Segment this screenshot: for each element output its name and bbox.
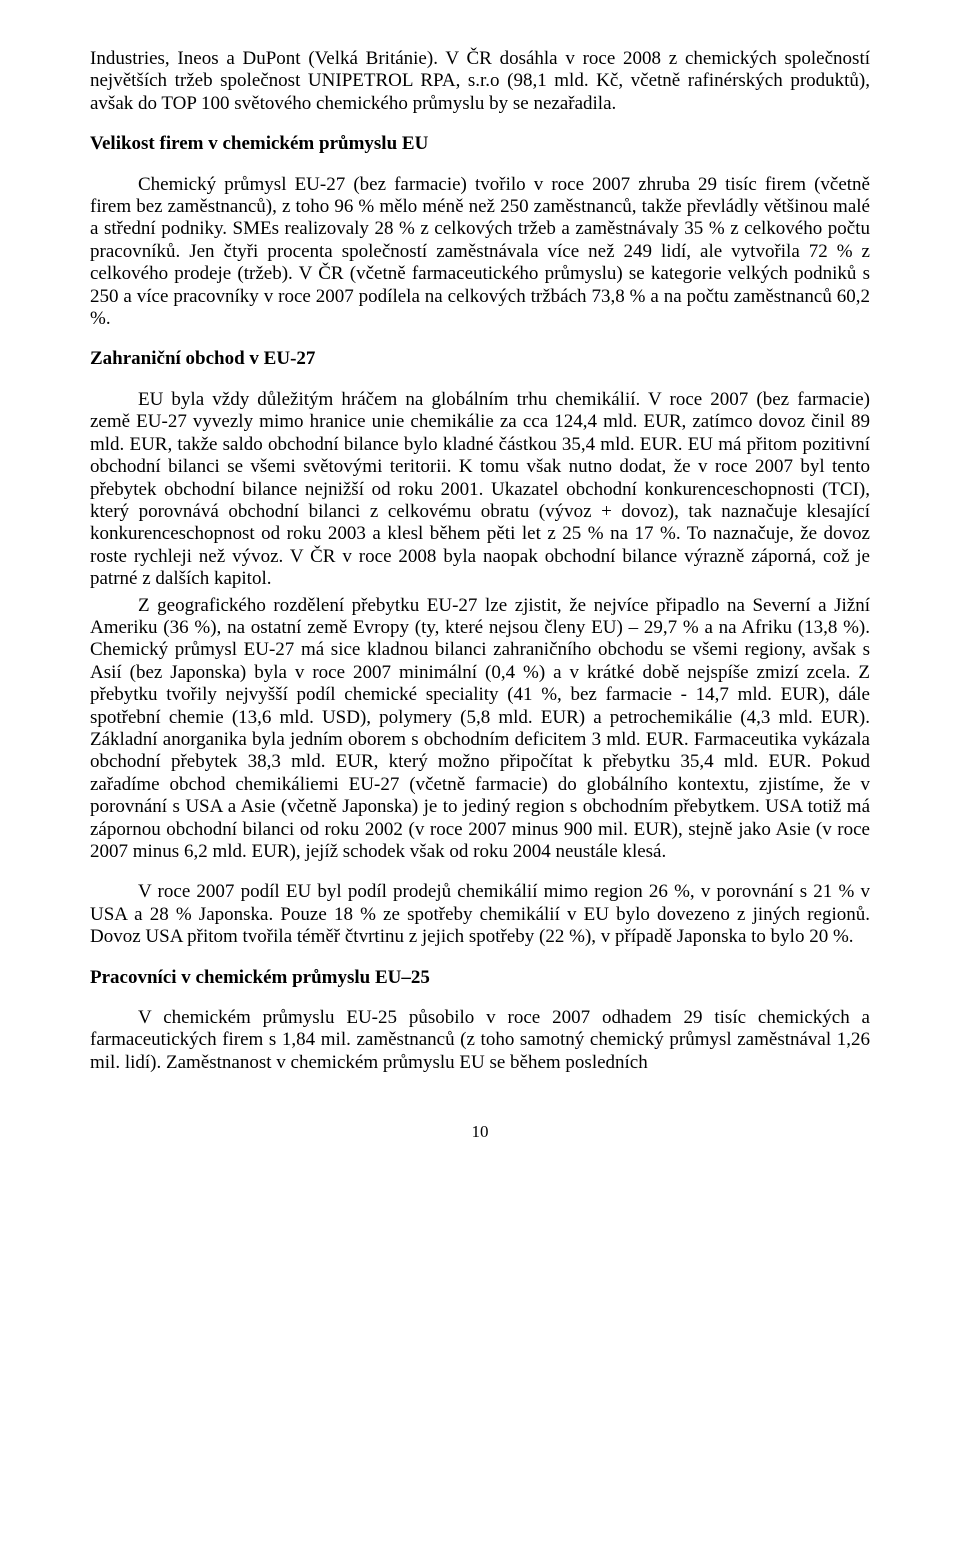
heading-firm-size: Velikost firem v chemickém průmyslu EU: [90, 133, 870, 155]
paragraph-firm-size: Chemický průmysl EU-27 (bez farmacie) tv…: [90, 174, 870, 331]
paragraph-foreign-trade-2: Z geografického rozdělení přebytku EU-27…: [90, 595, 870, 864]
paragraph-foreign-trade-3: V roce 2007 podíl EU byl podíl prodejů c…: [90, 881, 870, 948]
page-number: 10: [90, 1122, 870, 1142]
paragraph-workers: V chemickém průmyslu EU-25 působilo v ro…: [90, 1007, 870, 1074]
paragraph-foreign-trade-1: EU byla vždy důležitým hráčem na globáln…: [90, 389, 870, 591]
paragraph-intro: Industries, Ineos a DuPont (Velká Britán…: [90, 48, 870, 115]
heading-workers: Pracovníci v chemickém průmyslu EU–25: [90, 967, 870, 989]
document-page: Industries, Ineos a DuPont (Velká Britán…: [0, 0, 960, 1545]
heading-foreign-trade: Zahraniční obchod v EU-27: [90, 348, 870, 370]
